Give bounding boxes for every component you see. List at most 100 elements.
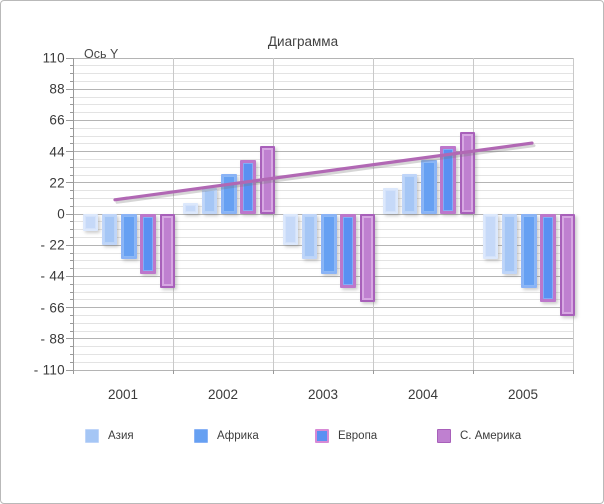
bar-series4-2005[interactable] (540, 214, 556, 302)
bar-series2-2001[interactable] (101, 214, 118, 246)
x-axis-tick-label: 2002 (207, 387, 239, 402)
y-axis-tick (70, 314, 73, 316)
y-axis-tick-label: 66 (49, 112, 65, 128)
y-axis-tick (70, 190, 73, 192)
gridline-vertical (272, 58, 274, 370)
legend-item-africa[interactable]: Африка (194, 425, 259, 447)
gridline-minor (73, 291, 573, 293)
bar-series1-2004[interactable] (382, 188, 398, 214)
legend-label-n-america: С. Америка (460, 430, 522, 442)
chart-title: Диаграмма (267, 34, 339, 49)
gridline-minor (73, 158, 573, 160)
y-axis-tick (70, 353, 73, 355)
gridline-major (73, 151, 573, 153)
y-axis-tick (66, 275, 73, 277)
gridline-minor (73, 166, 573, 168)
bar-series3-2003[interactable] (321, 214, 337, 274)
gridline-minor (73, 205, 573, 207)
y-axis-tick (70, 283, 73, 285)
x-axis-tick (472, 370, 474, 374)
gridline-minor (73, 299, 573, 301)
gridline-minor (73, 314, 573, 316)
chart-legend: Азия Африка Европа С. Америка (1, 425, 603, 451)
y-axis-line (72, 58, 74, 370)
y-axis-tick (70, 65, 73, 67)
y-axis-tick-label: 88 (49, 81, 65, 97)
y-axis-tick-label: - 22 (40, 237, 65, 253)
gridline-minor (73, 197, 573, 199)
x-axis-tick (372, 370, 374, 374)
y-axis-tick (66, 338, 73, 340)
gridline-minor (73, 135, 573, 137)
y-axis-tick (66, 213, 73, 215)
y-axis-tick (70, 80, 73, 82)
y-axis-tick-label: 22 (49, 175, 65, 191)
legend-label-asia: Азия (108, 430, 134, 442)
y-axis-tick (66, 57, 73, 59)
legend-item-n-america[interactable]: С. Америка (437, 425, 521, 447)
y-axis-tick (70, 73, 73, 75)
gridline-minor (73, 80, 573, 82)
y-axis-tick (70, 229, 73, 231)
bar-series2-2003[interactable] (301, 214, 318, 260)
bar-series4-2001[interactable] (140, 214, 156, 274)
bar-series4-2002[interactable] (240, 160, 256, 214)
y-axis-tick (70, 135, 73, 137)
gridline-minor (73, 65, 573, 67)
gridline-minor (73, 322, 573, 324)
bar-series1-2001[interactable] (82, 214, 98, 232)
y-axis-tick (70, 236, 73, 238)
x-axis-tick (72, 370, 74, 374)
y-axis-tick-label: - 66 (40, 300, 65, 316)
bar-series2-2002[interactable] (201, 188, 218, 214)
gridline-major (73, 88, 573, 90)
bar-series4-2003[interactable] (340, 214, 356, 288)
legend-item-europe[interactable]: Европа (315, 425, 377, 447)
y-axis-tick-label: - 44 (40, 268, 65, 284)
bar-series1-2002[interactable] (182, 202, 198, 214)
bar-series3-2001[interactable] (121, 214, 137, 260)
plot-area (66, 57, 576, 374)
y-axis-tick (66, 151, 73, 153)
gridline-minor (73, 353, 573, 355)
y-axis-tick (70, 166, 73, 168)
legend-item-asia[interactable]: Азия (85, 425, 134, 447)
y-axis-tick (66, 307, 73, 309)
gridline-minor (73, 174, 573, 176)
y-axis-tick (70, 127, 73, 129)
y-axis-tick (66, 119, 73, 121)
bar-series4-2004[interactable] (440, 145, 456, 214)
bar-series5-2001[interactable] (159, 214, 176, 288)
legend-swatch-europe (315, 429, 329, 443)
bar-series5-2005[interactable] (559, 214, 576, 317)
bar-series3-2005[interactable] (521, 214, 537, 288)
bar-series1-2005[interactable] (482, 214, 498, 260)
gridline-minor (73, 190, 573, 192)
y-axis-tick (66, 88, 73, 90)
y-axis-tick (66, 244, 73, 246)
gridline-minor (73, 330, 573, 332)
gridline-minor (73, 283, 573, 285)
legend-label-europe: Европа (338, 430, 378, 442)
gridline-major (73, 57, 573, 59)
bar-series3-2004[interactable] (421, 160, 437, 214)
gridline-minor (73, 104, 573, 106)
y-axis-tick (66, 369, 73, 371)
legend-swatch-asia (85, 429, 99, 443)
y-axis-tick (66, 182, 73, 184)
y-axis-tick-label: 110 (42, 50, 65, 66)
y-axis-tick (70, 221, 73, 223)
bar-series2-2004[interactable] (401, 174, 418, 214)
bar-series1-2003[interactable] (282, 214, 298, 246)
x-axis-tick-label: 2005 (507, 387, 539, 402)
gridline-minor (73, 346, 573, 348)
y-axis-tick (70, 322, 73, 324)
y-axis-tick (70, 112, 73, 114)
y-axis-tick (70, 158, 73, 160)
bar-series2-2005[interactable] (501, 214, 518, 274)
gridline-major (73, 275, 573, 277)
gridline-minor (73, 96, 573, 98)
bar-series5-2003[interactable] (359, 214, 376, 302)
x-axis-tick (172, 370, 174, 374)
y-axis-tick (70, 291, 73, 293)
